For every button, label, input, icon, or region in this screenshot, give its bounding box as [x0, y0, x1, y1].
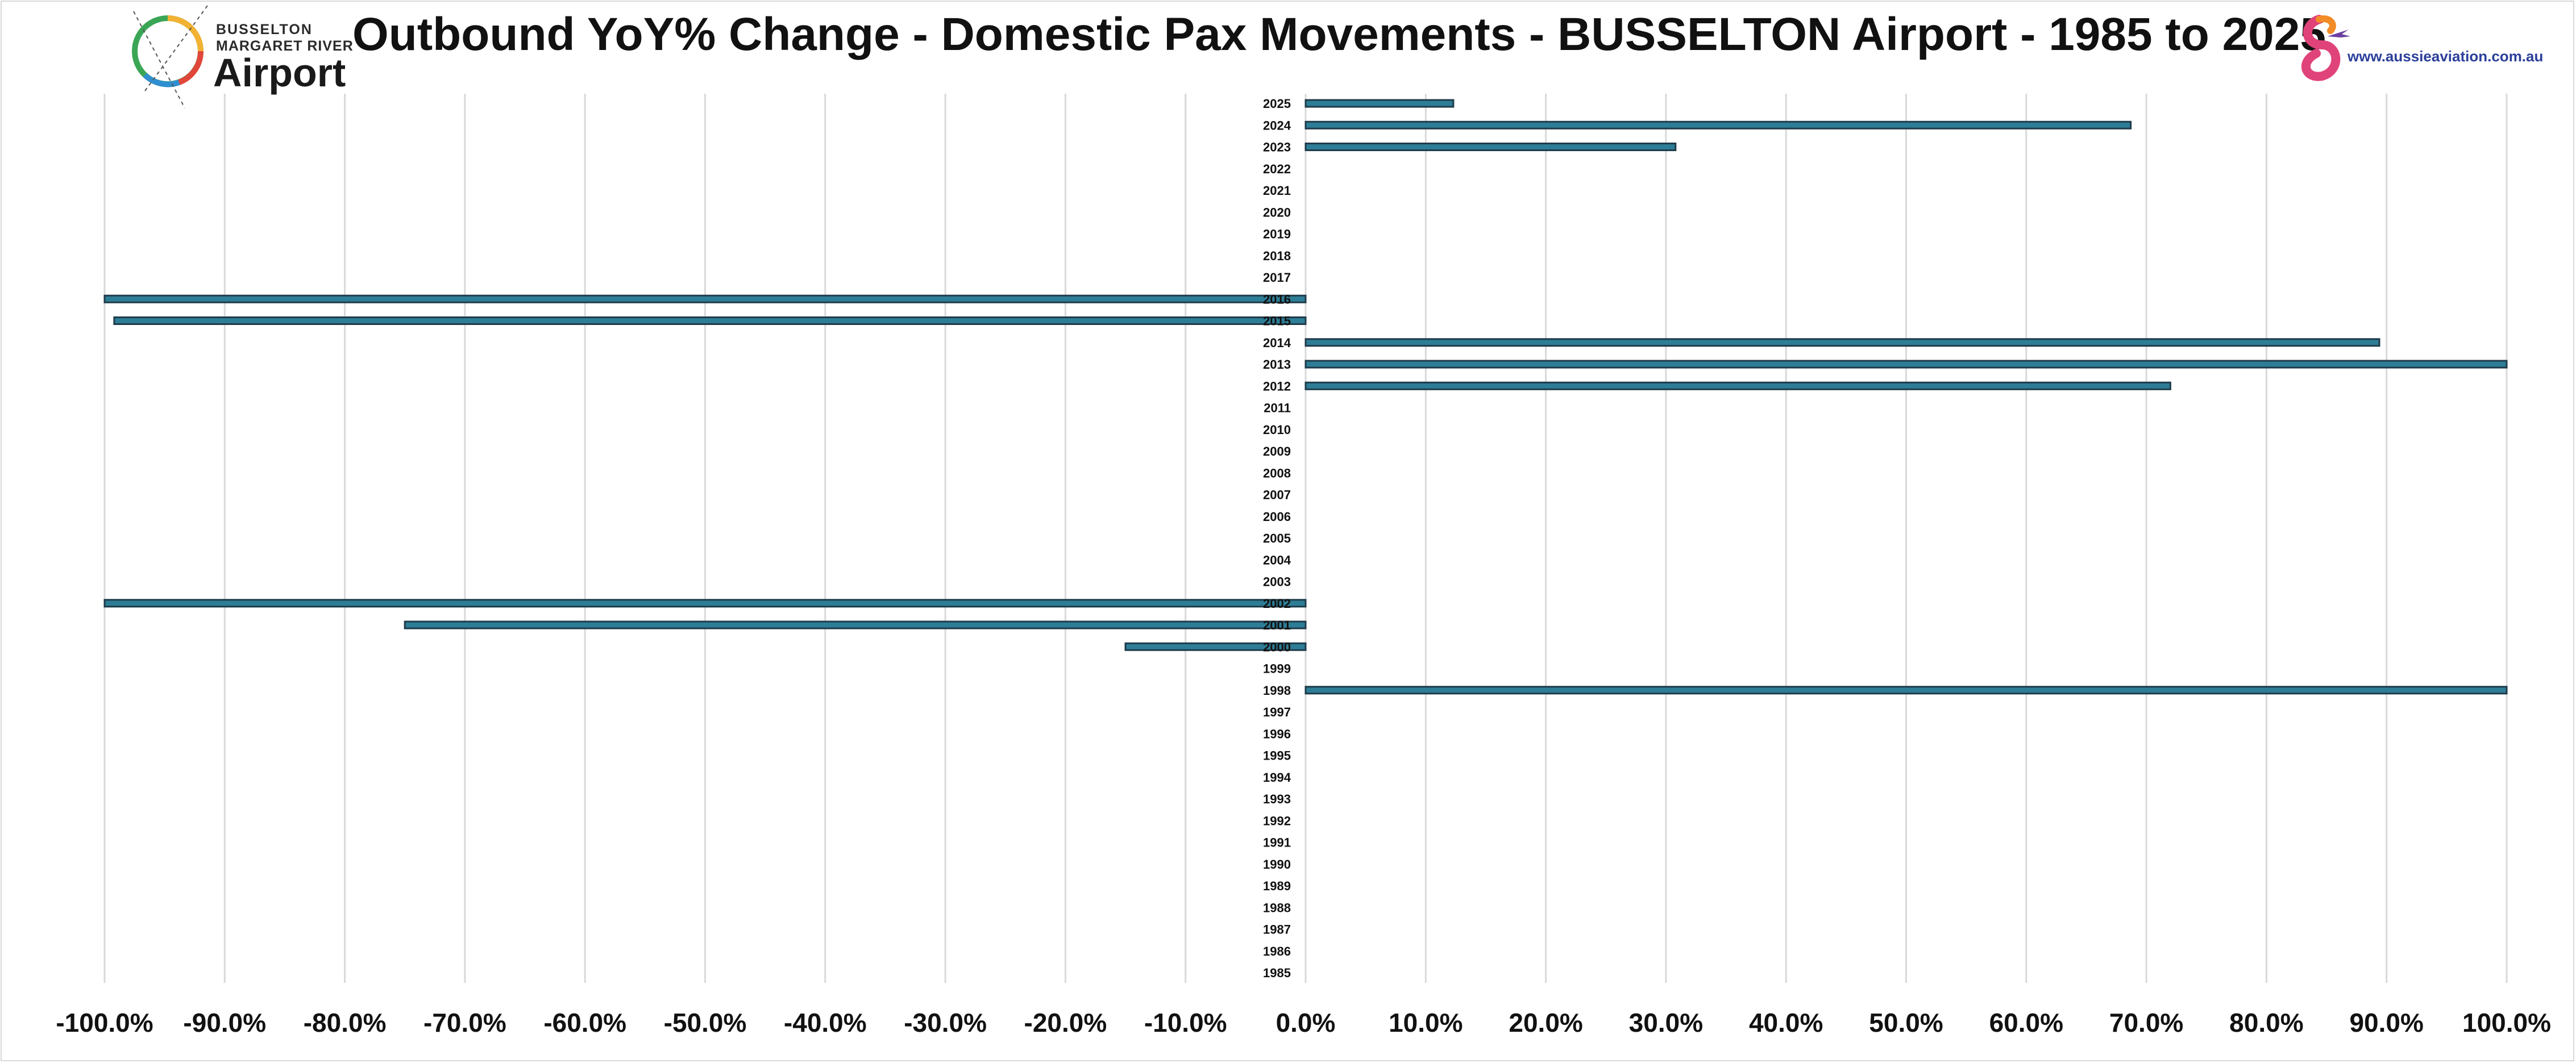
y-tick-label: 2022: [1263, 162, 1291, 176]
bar: [103, 599, 1307, 608]
bar: [1304, 686, 2508, 695]
y-tick-label: 1992: [1263, 814, 1291, 828]
y-tick-label: 1994: [1263, 770, 1291, 785]
bar: [1124, 642, 1307, 651]
y-tick-label: 2016: [1263, 292, 1291, 306]
aussie-aviation-logo: www.aussieaviation.com.au: [2296, 14, 2558, 87]
x-tick-label: 50.0%: [1869, 1008, 1943, 1037]
y-tick-label: 1998: [1263, 683, 1291, 698]
y-tick-label: 2021: [1263, 184, 1291, 198]
x-tick-label: -10.0%: [1144, 1008, 1227, 1037]
x-tick-label: 90.0%: [2349, 1008, 2423, 1037]
y-tick-label: 2018: [1263, 249, 1291, 263]
y-tick-label: 1995: [1263, 749, 1291, 763]
x-tick-label: 70.0%: [2109, 1008, 2183, 1037]
y-tick-label: 2008: [1263, 466, 1291, 480]
x-tick-label: -70.0%: [423, 1008, 506, 1037]
y-tick-label: 2000: [1263, 640, 1291, 654]
y-tick-label: 1999: [1263, 662, 1291, 676]
x-tick-label: 100.0%: [2462, 1008, 2551, 1037]
bar: [1304, 360, 2508, 369]
x-tick-label: 0.0%: [1276, 1008, 1336, 1037]
bar: [1304, 99, 1455, 108]
bar: [1304, 381, 2171, 390]
y-tick-label: 1990: [1263, 857, 1291, 872]
chart-title: Outbound YoY% Change - Domestic Pax Move…: [352, 9, 2326, 60]
airport-ring-logo-icon: [132, 5, 208, 109]
y-tick-label: 1987: [1263, 923, 1291, 937]
x-tick-label: -40.0%: [784, 1008, 867, 1037]
y-tick-label: 2014: [1263, 336, 1291, 350]
y-tick-label: 2025: [1263, 97, 1291, 111]
logo-text-airport: Airport: [213, 51, 346, 95]
y-tick-label: 2007: [1263, 488, 1291, 502]
bar: [103, 294, 1307, 303]
x-tick-label: -20.0%: [1024, 1008, 1107, 1037]
bar: [404, 620, 1307, 630]
bar: [1304, 338, 2380, 347]
x-tick-label: 10.0%: [1389, 1008, 1462, 1037]
y-tick-label: 2006: [1263, 510, 1291, 524]
bar: [1304, 120, 2132, 130]
logo-text-busselton: BUSSELTON: [216, 22, 313, 37]
y-tick-label: 2009: [1263, 444, 1291, 458]
x-tick-label: 60.0%: [1989, 1008, 2063, 1037]
x-tick-label: 30.0%: [1629, 1008, 1703, 1037]
y-tick-label: 1993: [1263, 792, 1291, 806]
y-tick-label: 2020: [1263, 205, 1291, 219]
x-tick-label: -100.0%: [56, 1008, 153, 1037]
y-tick-label: 2023: [1263, 140, 1291, 155]
y-tick-label: 2015: [1263, 314, 1291, 328]
x-tick-label: -50.0%: [664, 1008, 747, 1037]
y-tick-label: 1996: [1263, 727, 1291, 741]
bar: [1304, 143, 1677, 151]
y-tick-label: 2017: [1263, 270, 1291, 285]
aussie-aviation-logo-icon: [2301, 15, 2350, 81]
y-tick-label: 2002: [1263, 597, 1291, 611]
y-tick-label: 2005: [1263, 531, 1291, 545]
y-tick-label: 1988: [1263, 901, 1291, 915]
y-tick-label: 2024: [1263, 118, 1291, 132]
x-tick-label: 80.0%: [2229, 1008, 2303, 1037]
x-tick-label: -90.0%: [183, 1008, 266, 1037]
y-tick-label: 1991: [1263, 836, 1291, 850]
bar: [113, 316, 1307, 325]
y-tick-label: 2004: [1263, 553, 1291, 567]
y-tick-label: 2010: [1263, 423, 1291, 437]
y-tick-label: 1989: [1263, 879, 1291, 893]
x-tick-label: -80.0%: [304, 1008, 387, 1037]
y-tick-label: 2001: [1263, 618, 1291, 632]
y-tick-label: 1985: [1263, 966, 1291, 980]
y-tick-label: 2011: [1264, 401, 1291, 415]
y-tick-label: 1986: [1263, 944, 1291, 958]
y-tick-label: 2013: [1263, 357, 1291, 372]
x-tick-label: -60.0%: [543, 1008, 626, 1037]
y-tick-label: 2012: [1263, 379, 1291, 393]
aussie-aviation-url[interactable]: www.aussieaviation.com.au: [2348, 48, 2544, 65]
x-tick-label: -30.0%: [904, 1008, 987, 1037]
y-tick-label: 1997: [1263, 705, 1291, 719]
busselton-airport-logo: BUSSELTON MARGARET RIVER Airport: [122, 0, 361, 111]
y-tick-label: 2019: [1263, 227, 1291, 241]
logo-text-margaret-river: MARGARET RIVER: [216, 38, 354, 54]
x-tick-label: 40.0%: [1749, 1008, 1823, 1037]
x-tick-label: 20.0%: [1509, 1008, 1582, 1037]
y-tick-label: 2003: [1263, 575, 1291, 589]
